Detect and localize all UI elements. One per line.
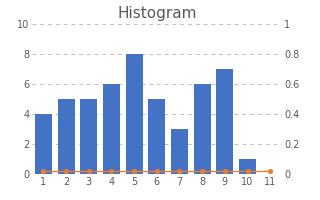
Title: Histogram: Histogram [117, 6, 196, 21]
Point [154, 169, 159, 173]
Point [132, 169, 137, 173]
Bar [239, 159, 256, 174]
Bar [194, 84, 211, 174]
Point [41, 169, 46, 173]
Bar [148, 99, 165, 174]
Bar [171, 129, 188, 174]
Point [222, 169, 228, 173]
Bar [216, 69, 233, 174]
Bar [103, 84, 120, 174]
Bar [126, 54, 143, 174]
Point [268, 169, 273, 173]
Point [63, 169, 68, 173]
Point [109, 169, 114, 173]
Point [245, 169, 250, 173]
Point [200, 169, 205, 173]
Bar [58, 99, 75, 174]
Bar [80, 99, 97, 174]
Point [86, 169, 91, 173]
Bar [35, 114, 52, 174]
Point [177, 169, 182, 173]
